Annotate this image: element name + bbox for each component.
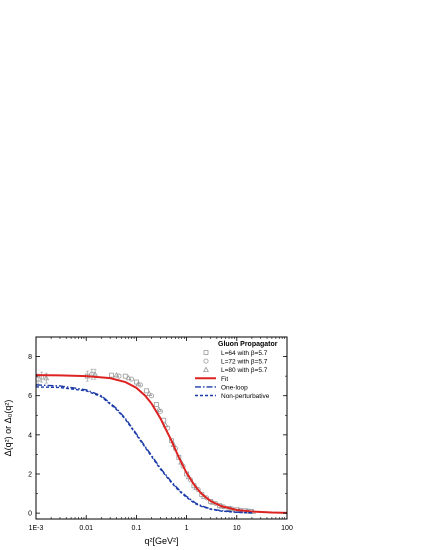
y-tick-label: 8: [28, 354, 32, 361]
y-axis-label: Δ(q²) or Δ₀(q²): [3, 400, 13, 457]
legend-label: One-loop: [221, 384, 248, 391]
data-point: [122, 373, 128, 379]
data-point: [144, 388, 150, 394]
y-tick-label: 0: [28, 511, 32, 518]
legend-label: Fit: [221, 376, 228, 383]
legend-item: L=64 with β=5.7: [203, 350, 268, 357]
legend-label: L=64 with β=5.7: [221, 350, 268, 357]
series-line: [35, 374, 288, 514]
y-tick-label: 2: [28, 471, 32, 478]
legend-marker: [203, 358, 209, 364]
data-point: [146, 390, 153, 396]
data-point: [109, 372, 114, 378]
series-3: [35, 374, 288, 514]
y-tick-label: 4: [28, 432, 32, 439]
legend-title: Gluon Propagator: [218, 341, 278, 348]
legend-marker: [203, 350, 209, 355]
legend-item: Fit: [195, 376, 228, 383]
x-tick-label: 1E-3: [29, 525, 44, 532]
series-layer: [35, 368, 288, 514]
legend-label: L=80 with β=5.7: [221, 367, 268, 374]
axes: 1E-3 0.01 0.1 1 10 100 0 2 4 6 8: [28, 336, 293, 532]
series-5: [35, 386, 252, 514]
data-point: [113, 371, 120, 378]
data-point: [153, 402, 159, 407]
series-line: [35, 384, 252, 514]
legend-marker: [203, 366, 209, 372]
legend-item: L=72 with β=5.7: [203, 358, 268, 366]
data-point: [155, 406, 162, 412]
x-axis-label: q²[GeV²]: [144, 536, 178, 546]
x-tick-label: 0.01: [79, 525, 93, 532]
series-4: [35, 384, 252, 514]
plot-frame: [35, 336, 288, 520]
x-tick-label: 1: [185, 525, 189, 532]
data-point: [135, 380, 142, 387]
legend-item: L=80 with β=5.7: [203, 366, 268, 374]
data-point: [137, 382, 143, 388]
series-line: [35, 386, 252, 514]
legend-label: L=72 with β=5.7: [221, 359, 268, 366]
y-tick-label: 6: [28, 393, 32, 400]
legend-item: One-loop: [195, 384, 248, 391]
data-point: [116, 373, 122, 379]
legend-item: Non-perturbative: [195, 393, 270, 400]
legend-label: Non-perturbative: [221, 393, 270, 400]
data-point: [204, 495, 210, 501]
data-point: [125, 374, 132, 381]
x-tick-label: 100: [281, 525, 293, 532]
legend: Gluon Propagator L=64 with β=5.7 L=72 wit…: [195, 341, 278, 400]
x-tick-label: 0.1: [132, 525, 142, 532]
data-point: [129, 376, 135, 382]
x-tick-label: 10: [233, 525, 241, 532]
data-point: [43, 374, 50, 381]
